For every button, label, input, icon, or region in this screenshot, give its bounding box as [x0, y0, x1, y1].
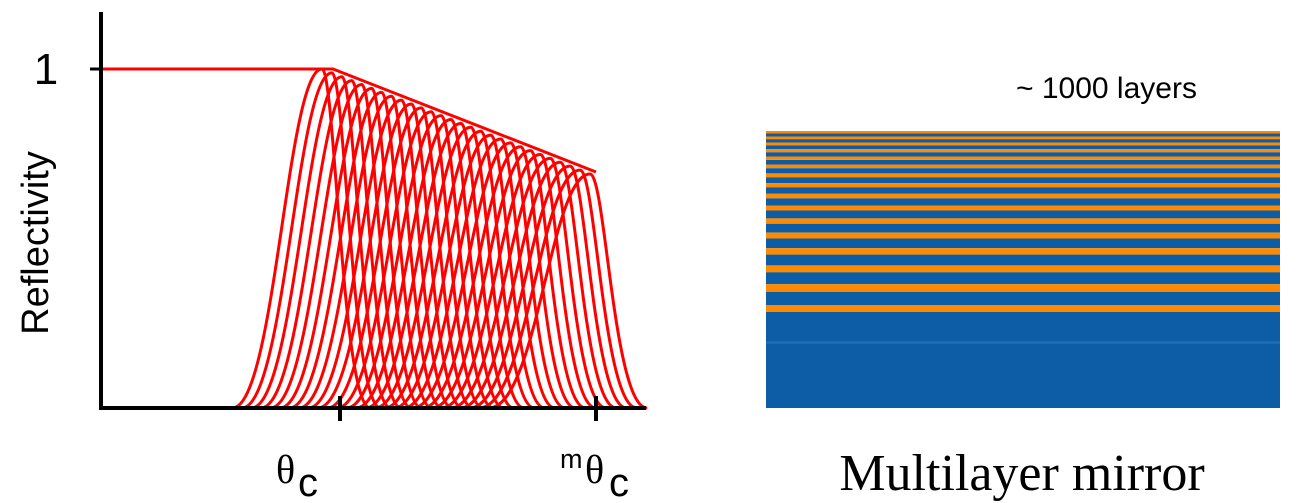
mirror-layer-orange	[766, 232, 1280, 239]
reflectivity-curve	[429, 164, 628, 410]
mirror-layer-orange	[766, 205, 1280, 211]
reflectivity-curve	[211, 75, 392, 410]
mirror-layer-blue	[766, 145, 1280, 150]
mirror-layer-orange	[766, 164, 1280, 169]
reflectivity-curve	[448, 172, 648, 410]
mirror-layer-blue	[766, 272, 1280, 285]
prefix-m: m	[560, 444, 583, 474]
reflectivity-curve	[230, 83, 413, 410]
reflectivity-curve	[410, 156, 607, 410]
reflectivity-curve	[382, 145, 576, 410]
mirror-layer-blue	[766, 139, 1280, 143]
mirror-layer-orange	[766, 149, 1280, 153]
reflectivity-curve	[192, 67, 372, 410]
reflectivity-curve	[344, 129, 536, 410]
mirror-layer-orange	[766, 156, 1280, 160]
mirror-layer-orange	[766, 305, 1280, 312]
mirror-layer-orange	[766, 248, 1280, 255]
mirror-layer-blue	[766, 198, 1280, 206]
mirror-layer-blue	[766, 291, 1280, 305]
reflectivity-curve	[277, 102, 464, 410]
reflectivity-curve	[306, 114, 495, 410]
mirror-layer-blue	[766, 152, 1280, 157]
subscript-c: c	[298, 461, 318, 503]
mirror-layer-orange	[766, 265, 1280, 273]
mirror-layer-blue	[766, 133, 1280, 137]
reflectivity-curve	[249, 90, 433, 410]
mirror-layer-blue	[766, 187, 1280, 194]
reflectivity-curve	[201, 71, 382, 410]
mirror-substrate	[766, 312, 1280, 408]
reflectivity-curve	[258, 94, 443, 410]
mirror-layer-orange	[766, 173, 1280, 178]
reflectivity-curve	[401, 153, 597, 410]
mirror-layer-blue	[766, 177, 1280, 184]
reflectivity-curve	[391, 149, 587, 410]
subscript-c: c	[609, 461, 629, 503]
mirror-layer-orange	[766, 183, 1280, 188]
mirror-layer-orange	[766, 131, 1280, 134]
mirror-layer-stack	[766, 131, 1280, 408]
reflectivity-curve	[439, 168, 638, 410]
x-tick-label-m-theta-c: m θ c	[560, 444, 629, 503]
reflectivity-curve	[325, 121, 515, 410]
reflectivity-plot: 1 Reflectivity θ c m θ c	[15, 12, 648, 503]
y-tick-label-1: 1	[34, 45, 58, 94]
multilayer-mirror: ~ 1000 layers Multilayer mirror	[766, 72, 1280, 502]
mirror-layer-blue	[766, 159, 1280, 165]
reflectivity-curve	[420, 160, 617, 410]
mirror-layer-orange	[766, 142, 1280, 146]
mirror-caption: Multilayer mirror	[839, 445, 1204, 502]
substrate-divider	[766, 341, 1280, 344]
reflectivity-curve	[372, 141, 566, 410]
mirror-layer-orange	[766, 284, 1280, 292]
mirror-layer-blue	[766, 238, 1280, 249]
theta-symbol: θ	[276, 447, 295, 492]
reflectivity-curve	[239, 86, 423, 410]
theta-symbol: θ	[585, 447, 604, 492]
y-axis-label: Reflectivity	[15, 151, 57, 335]
mirror-layer-blue	[766, 223, 1280, 233]
reflectivity-envelope	[103, 67, 597, 174]
mirror-layer-orange	[766, 218, 1280, 224]
mirror-layer-blue	[766, 210, 1280, 219]
reflectivity-curve	[315, 118, 505, 410]
layers-count-label: ~ 1000 layers	[1016, 72, 1197, 105]
x-tick-label-theta-c: θ c	[276, 447, 318, 503]
mirror-layer-blue	[766, 168, 1280, 174]
mirror-layer-orange	[766, 193, 1280, 199]
reflectivity-curve	[220, 79, 402, 410]
mirror-layer-orange	[766, 136, 1280, 140]
reflectivity-curve	[296, 110, 484, 410]
reflectivity-curve	[287, 106, 474, 410]
reflectivity-curves	[103, 67, 648, 410]
reflectivity-curve	[268, 98, 454, 410]
mirror-layer-blue	[766, 254, 1280, 266]
